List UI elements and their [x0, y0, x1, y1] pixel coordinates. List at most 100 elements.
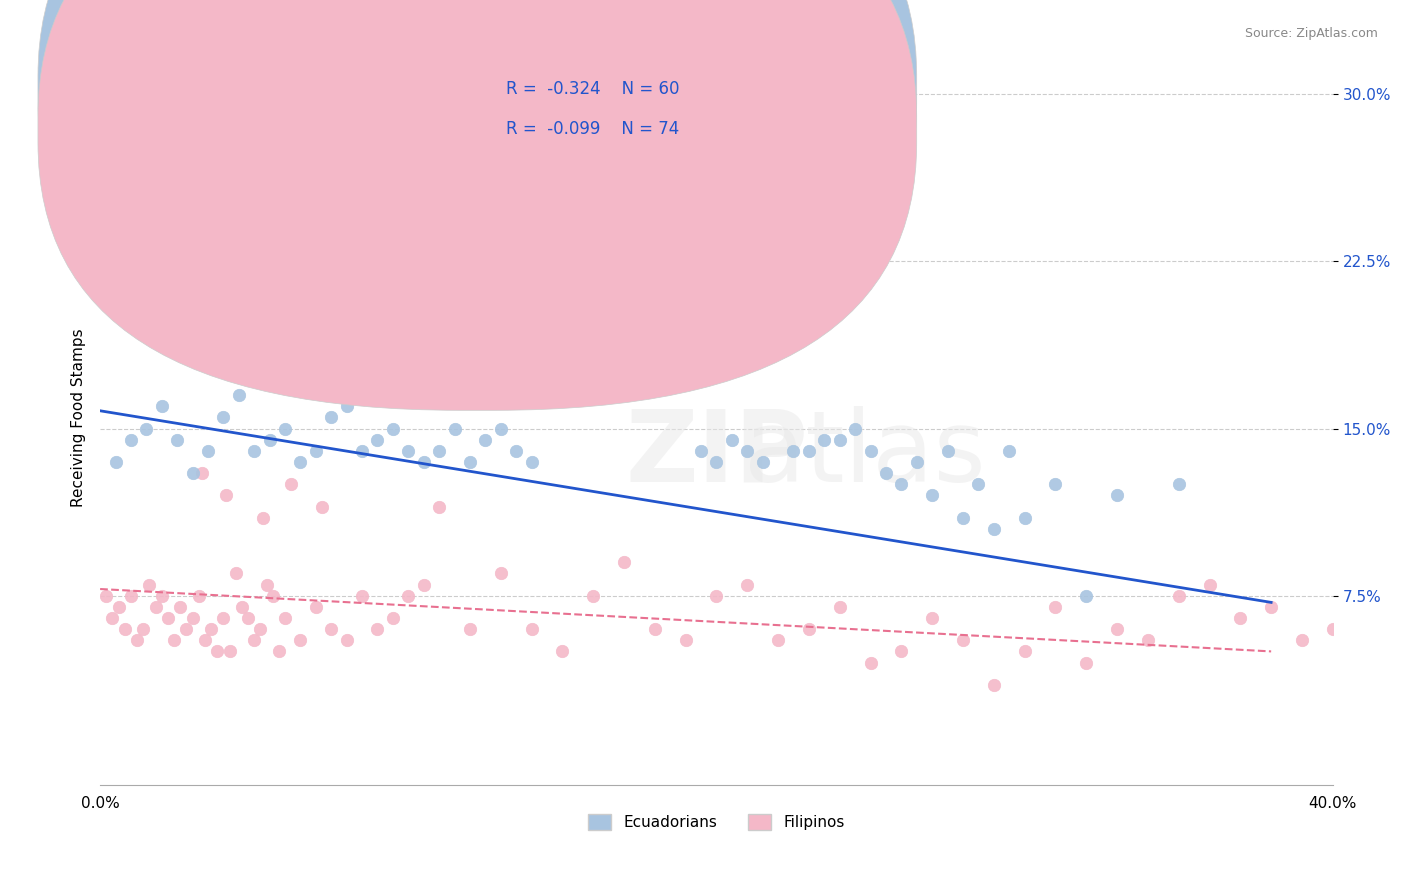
Point [690, 110, 713, 124]
Point [366, 433, 388, 447]
Text: R =  -0.324    N = 60: R = -0.324 N = 60 [506, 80, 679, 98]
Point [766, 299, 789, 313]
Point [844, 421, 866, 435]
Point [458, 622, 481, 636]
Point [212, 611, 235, 625]
Point [706, 589, 728, 603]
Point [187, 589, 209, 603]
Text: 0.0%: 0.0% [80, 797, 120, 811]
Point [305, 443, 328, 458]
Point [1229, 611, 1251, 625]
Point [813, 433, 835, 447]
Point [262, 589, 284, 603]
Point [305, 599, 328, 614]
Point [274, 421, 297, 435]
Point [875, 466, 897, 480]
Point [1076, 656, 1098, 670]
Point [921, 488, 943, 502]
Point [721, 433, 744, 447]
Point [166, 433, 188, 447]
Point [1105, 622, 1128, 636]
Point [132, 622, 155, 636]
Point [176, 622, 198, 636]
Point [427, 443, 450, 458]
Point [231, 599, 253, 614]
Point [797, 443, 820, 458]
Point [218, 644, 240, 658]
Point [252, 510, 274, 524]
Point [706, 455, 728, 469]
Point [644, 622, 666, 636]
Point [998, 443, 1021, 458]
Point [101, 611, 124, 625]
Point [782, 443, 804, 458]
Text: Source: ZipAtlas.com: Source: ZipAtlas.com [1244, 27, 1378, 40]
Point [427, 500, 450, 514]
Point [1198, 577, 1220, 591]
Point [352, 589, 374, 603]
Text: R =  -0.099    N = 74: R = -0.099 N = 74 [506, 120, 679, 138]
Point [828, 433, 851, 447]
Point [1291, 633, 1313, 648]
Point [181, 611, 204, 625]
Point [582, 589, 605, 603]
Point [396, 589, 419, 603]
Point [96, 589, 118, 603]
Point [859, 656, 882, 670]
Point [1167, 477, 1189, 491]
Point [505, 443, 527, 458]
Point [290, 455, 312, 469]
Point [274, 611, 297, 625]
Y-axis label: Receiving Food Stamps: Receiving Food Stamps [72, 328, 86, 507]
Point [120, 433, 142, 447]
Point [474, 433, 496, 447]
Point [690, 443, 713, 458]
Point [236, 611, 259, 625]
Point [381, 421, 404, 435]
Point [104, 455, 127, 469]
Point [859, 443, 882, 458]
Point [215, 488, 238, 502]
Point [200, 622, 222, 636]
Point [191, 466, 214, 480]
Point [267, 644, 290, 658]
Text: atlas: atlas [744, 406, 986, 503]
Point [156, 611, 179, 625]
Point [169, 599, 191, 614]
Point [644, 177, 666, 191]
Point [551, 355, 574, 369]
Point [613, 221, 636, 235]
Point [1105, 488, 1128, 502]
Point [412, 455, 434, 469]
Point [443, 421, 465, 435]
Point [243, 633, 266, 648]
Point [212, 410, 235, 425]
Point [1322, 622, 1344, 636]
Point [249, 622, 271, 636]
Point [138, 577, 160, 591]
Point [890, 477, 912, 491]
Point [336, 400, 359, 414]
Point [256, 577, 278, 591]
Point [150, 400, 173, 414]
Point [145, 599, 167, 614]
Point [412, 577, 434, 591]
Point [207, 644, 229, 658]
Point [766, 633, 789, 648]
Point [952, 510, 974, 524]
Point [1136, 633, 1159, 648]
Point [983, 678, 1005, 692]
Text: ECUADORIAN VS FILIPINO RECEIVING FOOD STAMPS CORRELATION CHART: ECUADORIAN VS FILIPINO RECEIVING FOOD ST… [100, 15, 848, 33]
Point [489, 421, 512, 435]
Point [735, 443, 758, 458]
Point [194, 633, 217, 648]
Point [1076, 589, 1098, 603]
Point [259, 433, 281, 447]
Point [828, 599, 851, 614]
Point [181, 466, 204, 480]
Point [290, 633, 312, 648]
Point [127, 633, 149, 648]
Point [120, 589, 142, 603]
Text: ZIP: ZIP [626, 406, 808, 503]
Point [243, 443, 266, 458]
